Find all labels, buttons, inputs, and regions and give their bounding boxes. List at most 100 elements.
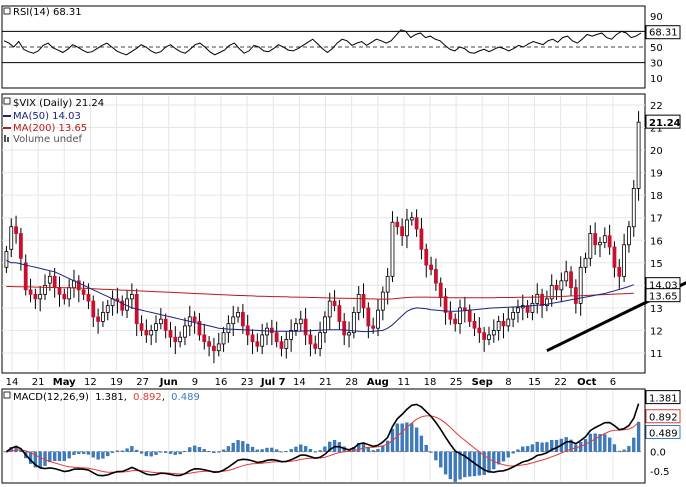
candle (607, 224, 612, 255)
price-legend: $VIX (Daily) 21.24 MA(50) 14.03 MA(200) … (3, 97, 104, 145)
macd-label-prefix: MACD(12,26,9) (13, 392, 89, 403)
candle-body (303, 318, 308, 336)
macd-histogram-bar (525, 446, 530, 452)
candle-body (482, 332, 487, 340)
rsi-current-badge: 68.31 (645, 25, 681, 40)
candle-body (192, 316, 197, 322)
x-tick-label: 8 (505, 377, 511, 388)
price-badge-text: 13.65 (649, 292, 678, 303)
macd-histogram-bar (424, 444, 428, 452)
macd-histogram-bar (159, 451, 163, 453)
candle-body (265, 327, 269, 336)
candle (38, 286, 43, 312)
candle-body (549, 284, 554, 300)
macd-histogram-bar (414, 427, 419, 452)
candle-body (356, 293, 361, 313)
x-tick-label: 25 (450, 377, 463, 388)
candle (81, 281, 86, 300)
candle-body (129, 293, 134, 300)
price-tick-label: 21 (650, 124, 663, 135)
candle (385, 267, 390, 305)
candle (183, 317, 187, 346)
candle-body (472, 321, 477, 329)
candle-body (231, 316, 236, 325)
candle-body (448, 311, 453, 320)
x-tick-label: Jun (159, 377, 178, 388)
candle (361, 283, 366, 319)
candle-body (76, 280, 81, 291)
candle-body (226, 323, 231, 334)
price-tick-label: 15 (650, 259, 663, 270)
candle-body (240, 311, 245, 327)
candle-body (462, 307, 467, 311)
candle (530, 295, 535, 321)
candle-body (284, 339, 289, 349)
macd-histogram-bar (72, 451, 76, 455)
candle-body (313, 343, 318, 349)
rsi-label: RSI(14) 68.31 (13, 7, 82, 18)
candle (158, 308, 163, 330)
price-tick-label: 20 (650, 146, 663, 157)
candle (356, 286, 361, 321)
candle (327, 292, 332, 330)
candle-body (125, 298, 129, 311)
candle (216, 332, 221, 357)
candle-body (120, 300, 125, 311)
candle (236, 306, 240, 323)
macd-histogram-bar (81, 451, 86, 454)
price-badge-text: 21.24 (649, 118, 681, 129)
macd-badge-box (645, 409, 681, 424)
candle (337, 299, 342, 330)
macd-histogram-bar (212, 451, 216, 454)
macd-histogram-bar (540, 442, 544, 452)
candle (419, 217, 424, 260)
macd-line (5, 403, 640, 477)
macd-histogram-bar (149, 451, 153, 457)
candle-body (351, 311, 356, 334)
candle (149, 324, 154, 346)
volume-legend: Volume undef (13, 134, 83, 145)
candle-body (395, 221, 400, 228)
candle-body (105, 305, 110, 313)
macd-histogram-bar (607, 437, 612, 452)
rsi-tick-label: 10 (650, 74, 663, 85)
x-tick-label: 28 (345, 377, 358, 388)
candle (458, 299, 462, 334)
candle (279, 336, 284, 357)
macd-histogram-bar (496, 451, 501, 465)
candle-body (453, 318, 458, 325)
macd-histogram-bar (284, 451, 288, 452)
macd-histogram-bar (197, 447, 202, 452)
candle (598, 236, 602, 258)
candle (487, 326, 491, 346)
macd-histogram-bar (231, 442, 235, 452)
macd-badge-box (645, 390, 681, 405)
macd-histogram-bar (386, 440, 390, 452)
macd-histogram-bar (636, 421, 641, 452)
macd-histogram-bar (535, 441, 539, 452)
candle-body (67, 287, 72, 300)
candle (612, 241, 617, 278)
candle (332, 290, 337, 312)
candle-body (173, 336, 178, 343)
macd-histogram-bar (154, 451, 158, 455)
macd-histogram-bar (400, 423, 404, 452)
macd-histogram-bar (236, 440, 240, 452)
candle-body (559, 280, 564, 291)
candle-body (144, 330, 149, 336)
macd-histogram-bar (101, 451, 105, 459)
macd-histogram-bar (260, 449, 264, 452)
rsi-plot: 907050301068.31 (2, 12, 681, 85)
macd-histogram-bar (501, 451, 506, 462)
candle-body (347, 332, 351, 336)
macd-histogram-bar (627, 446, 631, 452)
candle (516, 299, 520, 323)
candle-body (622, 244, 627, 277)
x-tick-label: 27 (136, 377, 149, 388)
macd-legend: MACD(12,26,9) 1.381, 0.892, 0.489 (3, 391, 200, 403)
candle-body (332, 300, 337, 307)
candle-body (390, 221, 395, 277)
candle-body (583, 257, 588, 268)
candle-body (545, 298, 549, 307)
